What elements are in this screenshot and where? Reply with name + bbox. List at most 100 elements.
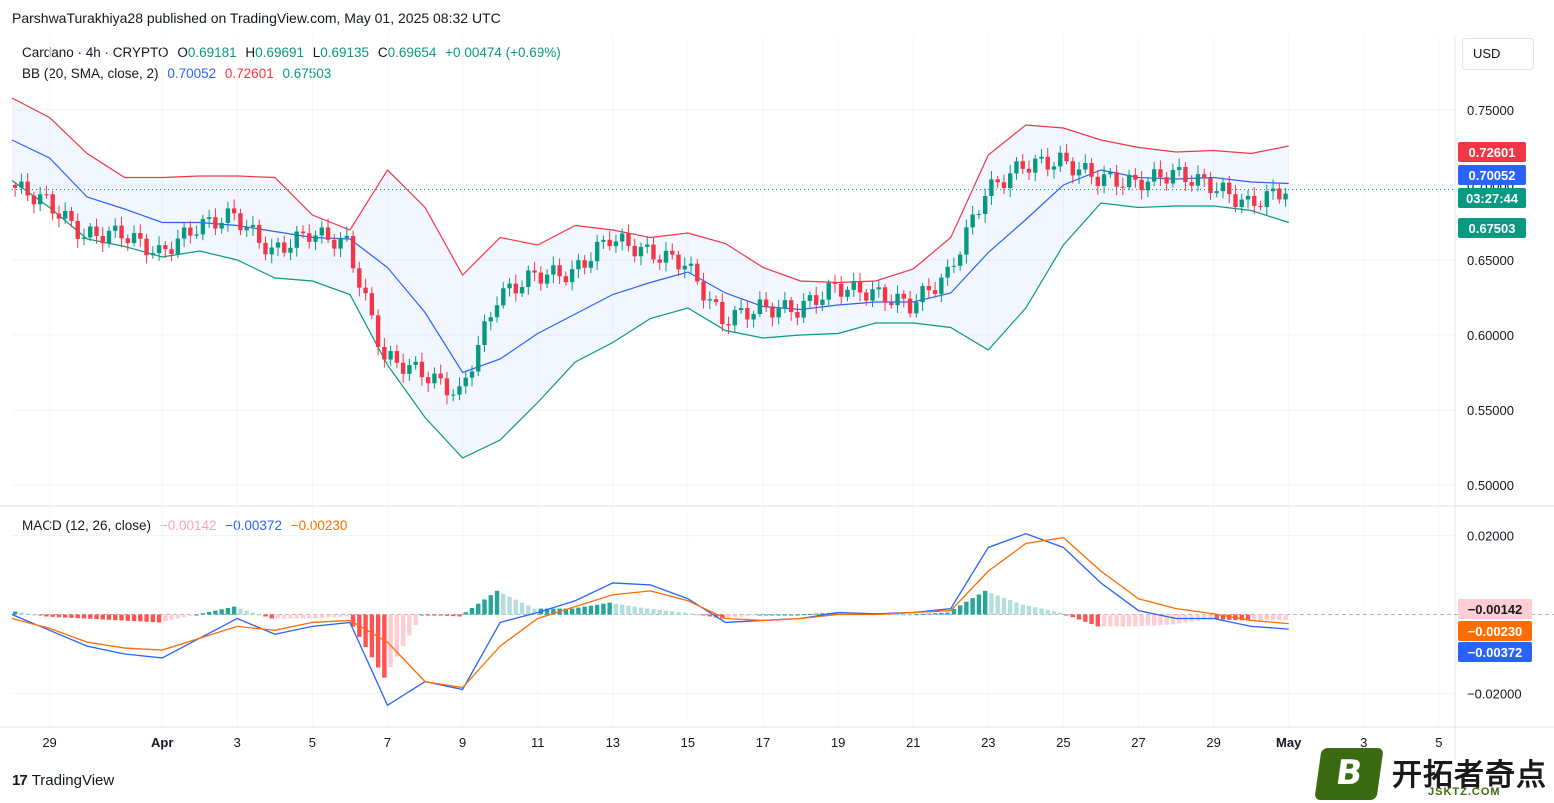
candle-body: [231, 208, 237, 214]
candle-body: [1239, 199, 1244, 207]
candle-body: [250, 224, 256, 227]
symbol-name[interactable]: Cardano · 4h · CRYPTO: [22, 45, 169, 60]
macd-hist-bar: [194, 614, 199, 616]
candle-body: [1120, 186, 1126, 188]
bb-label[interactable]: BB (20, SMA, close, 2): [22, 66, 159, 81]
candle-body: [732, 310, 738, 326]
candle-body: [745, 308, 750, 320]
candle-body: [576, 260, 581, 270]
macd-hist-bar: [1033, 607, 1038, 615]
candle-body: [864, 292, 869, 301]
macd-hist-bar: [225, 607, 231, 615]
macd-hist-bar: [682, 612, 687, 615]
candle-body: [1214, 191, 1219, 194]
macd-hist-bar: [250, 612, 256, 615]
macd-hist-bar: [807, 613, 813, 615]
candle-body: [1051, 166, 1057, 170]
macd-hist-bar: [25, 613, 30, 615]
candle-body: [444, 378, 450, 396]
candle-body: [544, 274, 550, 284]
candle-body: [181, 227, 187, 239]
macd-hist-bar: [782, 614, 788, 616]
candle-body: [1008, 173, 1013, 188]
price-tick-label: 0.65000: [1467, 253, 1514, 268]
macd-hist-bar: [494, 590, 500, 615]
candle-body: [150, 253, 156, 256]
macd-label[interactable]: MACD (12, 26, close): [22, 518, 152, 533]
macd-tick-label: 0.02000: [1467, 529, 1514, 544]
candle-body: [1264, 191, 1269, 208]
candle-body: [257, 224, 262, 243]
macd-hist-bar: [231, 606, 237, 615]
candle-body: [839, 283, 844, 297]
candle-body: [601, 239, 606, 242]
low-value: 0.69135: [320, 45, 370, 60]
candle-body: [651, 244, 656, 260]
macd-hist-bar: [400, 614, 406, 647]
macd-hist-bar: [619, 604, 625, 615]
macd-hist-tag-text: −0.00142: [1468, 602, 1523, 617]
candle-body: [594, 241, 600, 262]
candle-body: [882, 287, 888, 303]
macd-hist-bar: [895, 614, 900, 616]
candle-body: [939, 277, 944, 294]
macd-hist-bar: [313, 614, 318, 619]
macd-hist-bar: [657, 609, 662, 615]
macd-hist-bar: [206, 611, 212, 615]
tradingview-logo[interactable]: 17 TradingView: [12, 772, 114, 789]
macd-hist-bar: [482, 599, 487, 615]
candle-body: [476, 345, 481, 372]
candle-body: [1277, 188, 1282, 200]
macd-hist-bar: [119, 614, 124, 621]
macd-hist-bar: [200, 613, 206, 615]
time-tick-label: 21: [906, 735, 920, 750]
price-tick-label: 0.60000: [1467, 328, 1514, 343]
macd-hist-bar: [50, 614, 55, 617]
macd-hist-bar: [300, 614, 306, 619]
time-tick-label: 19: [831, 735, 845, 750]
candle-body: [569, 269, 575, 283]
candle-body: [513, 283, 518, 294]
macd-hist-bar: [1001, 597, 1007, 615]
macd-hist-bar: [914, 614, 919, 616]
macd-hist-bar: [607, 602, 612, 615]
macd-hist-bar: [1239, 614, 1244, 621]
candle-body: [1208, 178, 1213, 194]
macd-hist-bar: [795, 614, 800, 616]
candle-body: [1227, 182, 1232, 195]
macd-hist-bar: [1195, 614, 1201, 621]
candle-body: [814, 295, 819, 305]
macd-hist-bar: [469, 607, 475, 615]
candle-body: [213, 217, 218, 229]
macd-hist-bar: [1070, 614, 1075, 618]
candle-body: [1220, 182, 1226, 192]
candle-body: [645, 244, 650, 247]
candle-body: [1076, 169, 1082, 176]
macd-hist-bar: [1076, 614, 1082, 620]
candle-body: [194, 234, 199, 236]
lower-price-tag-text: 0.67503: [1469, 221, 1516, 236]
bb-basis-line: [11, 139, 1289, 374]
candle-body: [375, 315, 381, 347]
macd-hist-bar: [901, 614, 907, 616]
candle-body: [538, 272, 544, 284]
countdown-tag: 03:27:44: [1458, 188, 1526, 208]
macd-hist-bar: [939, 612, 944, 615]
macd-hist-bar: [663, 610, 669, 615]
candle-body: [1045, 156, 1050, 170]
currency-button[interactable]: USD: [1462, 38, 1534, 70]
macd-hist-bar: [1208, 614, 1213, 620]
macd-hist-bar: [213, 610, 218, 615]
macd-hist-bar: [889, 614, 894, 616]
macd-hist-bar: [12, 611, 18, 615]
macd-hist-bar: [563, 608, 569, 615]
macd-hist-bar: [88, 614, 93, 619]
macd-hist-bar: [1120, 614, 1126, 627]
candle-body: [357, 268, 362, 288]
candle-body: [350, 235, 356, 269]
macd-hist-bar: [1014, 602, 1019, 615]
axes: 0.750000.700000.650000.600000.550000.500…: [42, 103, 1532, 750]
macd-hist-bar: [845, 612, 850, 615]
macd-hist-bar: [1139, 614, 1144, 627]
